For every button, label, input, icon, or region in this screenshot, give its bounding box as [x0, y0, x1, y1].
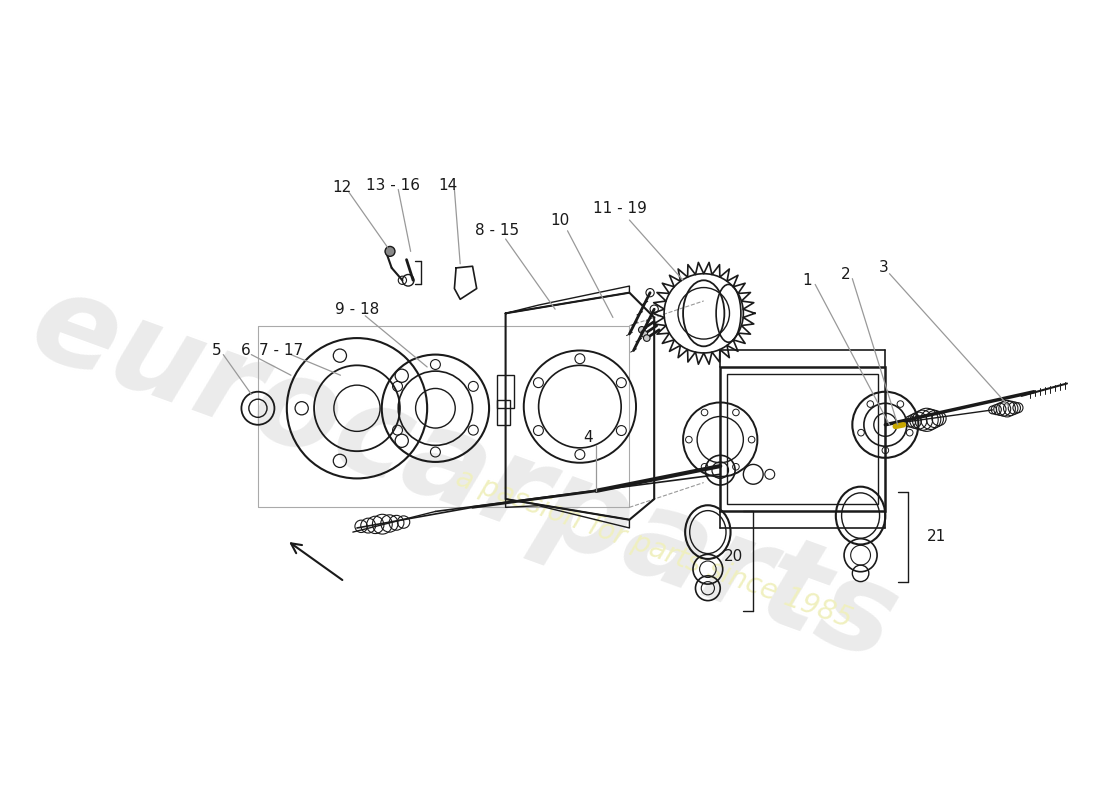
- Text: eurocarparts: eurocarparts: [15, 262, 913, 687]
- Circle shape: [641, 330, 648, 338]
- Text: 6: 6: [241, 343, 251, 358]
- Text: 8 - 15: 8 - 15: [475, 223, 519, 238]
- Text: 1: 1: [802, 273, 812, 288]
- Circle shape: [385, 246, 395, 256]
- Text: 20: 20: [725, 550, 744, 564]
- Text: 7 - 17: 7 - 17: [258, 343, 304, 358]
- Text: 5: 5: [212, 343, 221, 358]
- Bar: [497, 375, 514, 408]
- Text: 10: 10: [550, 214, 570, 228]
- Text: 3: 3: [879, 261, 889, 275]
- Text: 14: 14: [438, 178, 458, 193]
- Text: 4: 4: [583, 430, 593, 445]
- Bar: [727, 374, 878, 504]
- Text: a passion for parts since 1985: a passion for parts since 1985: [452, 464, 856, 634]
- Circle shape: [644, 334, 650, 342]
- Circle shape: [638, 326, 645, 333]
- Text: 13 - 16: 13 - 16: [366, 178, 420, 193]
- Bar: [497, 400, 509, 425]
- Text: 2: 2: [840, 267, 850, 282]
- Text: 12: 12: [332, 180, 352, 195]
- Text: 9 - 18: 9 - 18: [334, 302, 379, 317]
- Text: 11 - 19: 11 - 19: [593, 201, 647, 216]
- Text: 21: 21: [926, 529, 946, 544]
- Bar: [720, 367, 886, 511]
